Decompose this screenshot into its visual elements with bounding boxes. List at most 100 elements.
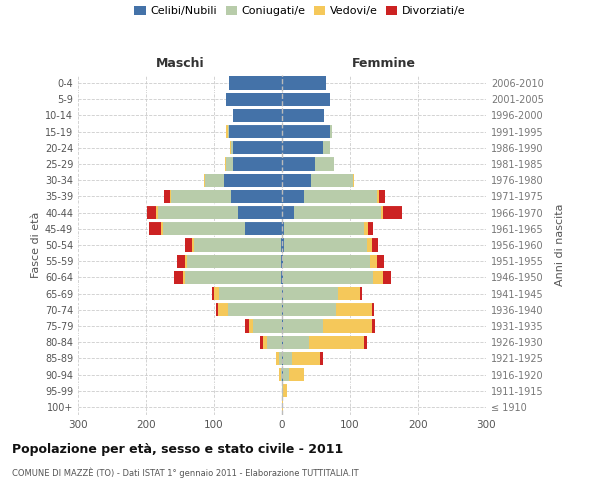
Text: Maschi: Maschi — [155, 57, 205, 70]
Bar — [282, 174, 311, 187]
Bar — [230, 141, 231, 154]
Text: Femmine: Femmine — [352, 57, 416, 70]
Bar — [171, 190, 231, 203]
Bar — [282, 125, 329, 138]
Bar — [283, 270, 373, 284]
Bar — [373, 238, 378, 252]
Bar — [218, 303, 227, 316]
Bar — [282, 92, 329, 106]
Bar — [155, 206, 158, 220]
Bar — [381, 206, 383, 220]
Bar — [185, 254, 187, 268]
Bar — [229, 76, 282, 90]
Bar — [359, 287, 362, 300]
Bar — [283, 384, 287, 398]
Legend: Celibi/Nubili, Coniugati/e, Vedovi/e, Divorziati/e: Celibi/Nubili, Coniugati/e, Vedovi/e, Di… — [134, 6, 466, 16]
Bar — [225, 158, 226, 170]
Bar — [283, 303, 337, 316]
Bar — [279, 368, 281, 381]
Bar — [158, 206, 238, 220]
Bar — [229, 125, 282, 138]
Bar — [282, 158, 314, 170]
Bar — [314, 158, 334, 170]
Bar — [282, 76, 326, 90]
Bar — [194, 238, 281, 252]
Bar — [185, 270, 281, 284]
Bar — [282, 206, 294, 220]
Bar — [367, 238, 373, 252]
Bar — [370, 254, 377, 268]
Bar — [267, 336, 282, 349]
Bar — [164, 190, 170, 203]
Bar — [283, 352, 292, 365]
Bar — [233, 109, 282, 122]
Bar — [282, 222, 284, 235]
Bar — [373, 270, 383, 284]
Bar — [379, 190, 385, 203]
Bar — [282, 190, 304, 203]
Bar — [187, 254, 281, 268]
Bar — [238, 206, 282, 220]
Bar — [282, 368, 283, 381]
Bar — [282, 287, 283, 300]
Bar — [282, 270, 283, 284]
Bar — [311, 174, 353, 187]
Bar — [176, 254, 185, 268]
Y-axis label: Fasce di età: Fasce di età — [31, 212, 41, 278]
Bar — [283, 287, 338, 300]
Bar — [282, 238, 284, 252]
Bar — [289, 368, 304, 381]
Bar — [282, 303, 283, 316]
Bar — [364, 222, 368, 235]
Bar — [170, 190, 171, 203]
Bar — [292, 352, 320, 365]
Bar — [284, 222, 364, 235]
Y-axis label: Anni di nascita: Anni di nascita — [555, 204, 565, 286]
Bar — [226, 158, 233, 170]
Bar — [383, 270, 391, 284]
Bar — [161, 222, 163, 235]
Bar — [329, 125, 332, 138]
Bar — [191, 238, 194, 252]
Bar — [372, 303, 374, 316]
Bar — [245, 222, 282, 235]
Bar — [226, 92, 282, 106]
Bar — [276, 352, 278, 365]
Bar — [283, 368, 289, 381]
Bar — [227, 303, 282, 316]
Bar — [233, 141, 282, 154]
Bar — [281, 238, 282, 252]
Bar — [282, 352, 283, 365]
Bar — [323, 320, 372, 332]
Bar — [281, 368, 282, 381]
Bar — [149, 222, 161, 235]
Bar — [185, 238, 191, 252]
Bar — [231, 190, 282, 203]
Bar — [231, 141, 233, 154]
Bar — [309, 336, 364, 349]
Bar — [383, 206, 403, 220]
Bar — [338, 287, 359, 300]
Bar — [304, 190, 377, 203]
Bar — [282, 320, 283, 332]
Bar — [283, 320, 323, 332]
Text: Popolazione per età, sesso e stato civile - 2011: Popolazione per età, sesso e stato civil… — [12, 442, 343, 456]
Bar — [148, 206, 155, 220]
Bar — [353, 174, 354, 187]
Bar — [233, 158, 282, 170]
Bar — [377, 190, 379, 203]
Bar — [282, 384, 283, 398]
Bar — [282, 109, 324, 122]
Bar — [245, 320, 250, 332]
Bar — [220, 287, 282, 300]
Bar — [323, 141, 329, 154]
Bar — [377, 254, 384, 268]
Text: COMUNE DI MAZZÈ (TO) - Dati ISTAT 1° gennaio 2011 - Elaborazione TUTTITALIA.IT: COMUNE DI MAZZÈ (TO) - Dati ISTAT 1° gen… — [12, 468, 359, 478]
Bar — [282, 400, 283, 413]
Bar — [184, 270, 185, 284]
Bar — [260, 336, 263, 349]
Bar — [216, 303, 218, 316]
Bar — [163, 222, 245, 235]
Bar — [282, 254, 283, 268]
Bar — [283, 254, 370, 268]
